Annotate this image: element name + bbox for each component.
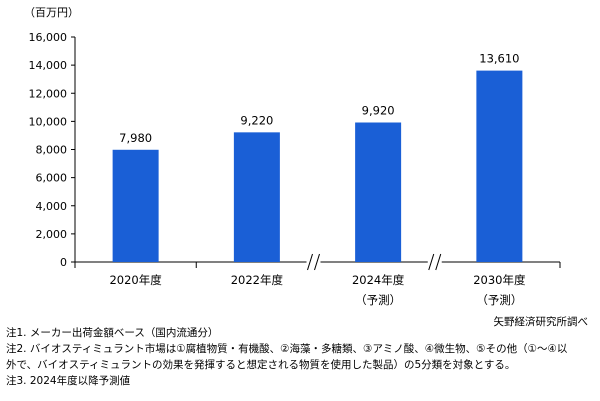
footnotes: 注1. メーカー出荷金額ベース（国内流通分） 注2. バイオスティミュラント市場… (6, 325, 596, 389)
y-unit-label: （百万円） (24, 6, 79, 19)
axis-break-mark (306, 253, 321, 271)
bar (233, 132, 280, 262)
y-tick-label: 14,000 (29, 59, 68, 72)
x-category-sublabel: （予測） (355, 293, 401, 307)
note-1: 注1. メーカー出荷金額ベース（国内流通分） (6, 327, 219, 339)
y-tick-label: 16,000 (29, 31, 68, 44)
y-tick-label: 2,000 (36, 228, 68, 241)
bar (112, 149, 159, 262)
axis-break-slash (314, 253, 320, 271)
y-tick-label: 12,000 (29, 87, 68, 100)
axis-break-mark (427, 253, 442, 271)
bar (355, 122, 402, 262)
axis-break-gap (306, 253, 321, 271)
data-label: 7,980 (119, 131, 152, 145)
y-tick-label: 8,000 (36, 144, 68, 157)
note-2-line-1: 注2. バイオスティミュラント市場は①腐植物質・有機酸、②海藻・多糖類、③アミノ… (6, 343, 568, 355)
data-label: 9,920 (362, 104, 395, 118)
x-category-label: 2020年度 (109, 273, 162, 287)
axis-break-slash (428, 253, 435, 271)
x-category-sublabel: （予測） (476, 293, 522, 307)
source-credit: 矢野経済研究所調べ (493, 316, 589, 328)
bar (476, 70, 523, 262)
x-category-label: 2024年度 (352, 273, 405, 287)
axis-break-slash (307, 253, 313, 271)
x-category-label: 2022年度 (231, 273, 284, 287)
x-category-label: 2030年度 (473, 273, 526, 287)
bar-chart: 0 2,000 4,000 6,000 8,000 10,000 12,000 14,000 1… (24, 6, 561, 307)
data-label: 13,610 (479, 52, 519, 66)
axis-break-gap (427, 253, 442, 271)
y-tick-label: 10,000 (29, 115, 68, 128)
y-tick-label: 6,000 (36, 172, 68, 185)
y-tick-label: 4,000 (36, 200, 68, 213)
note-3: 注3. 2024年度以降予測値 (6, 375, 131, 387)
axis-break-slash (435, 253, 442, 271)
note-2-line-2: 外で、バイオスティミュラントの効果を発揮すると想定される物質を使用した製品）の5… (6, 359, 516, 371)
y-tick-label: 0 (60, 256, 67, 269)
data-label: 9,220 (240, 113, 273, 127)
